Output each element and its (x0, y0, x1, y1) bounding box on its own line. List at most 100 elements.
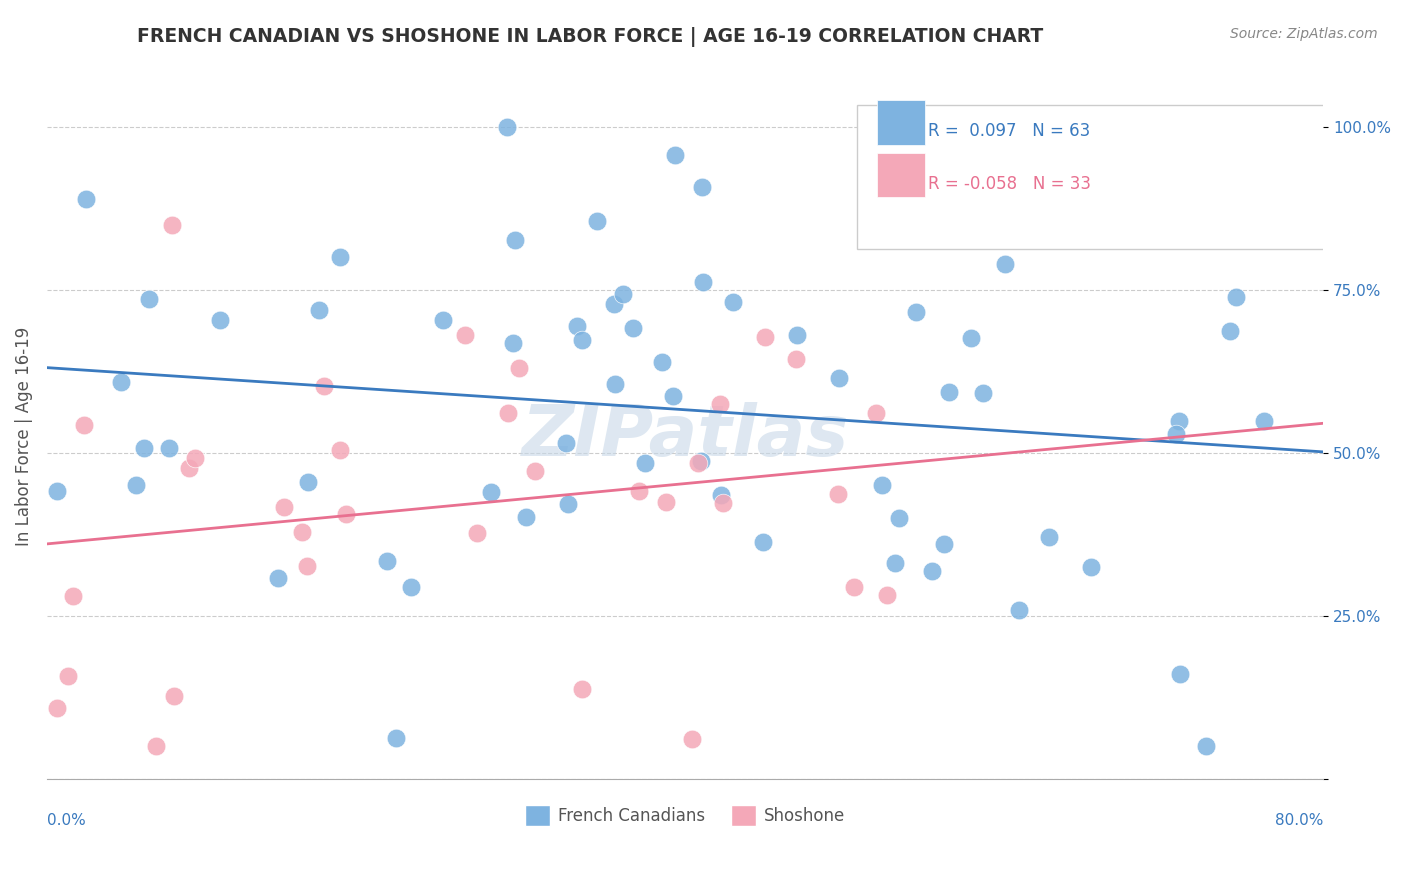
Point (921, 564, 943, 578)
Point (752, 534, 775, 549)
Point (132, 442, 155, 456)
Legend: French Canadians, Shoshone: French Canadians, Shoshone (519, 798, 852, 832)
Point (1219, 324, 1241, 338)
Point (827, 487, 849, 501)
Point (960, 331, 983, 345)
Point (453, 327, 475, 342)
Point (655, 494, 678, 508)
Point (314, 379, 336, 393)
FancyBboxPatch shape (858, 105, 1368, 249)
Point (994, 257, 1017, 271)
FancyBboxPatch shape (876, 153, 925, 197)
Text: R = -0.058   N = 33: R = -0.058 N = 33 (928, 176, 1091, 194)
Point (308, 302, 330, 317)
Point (1253, 413, 1275, 427)
Point (664, 147, 686, 161)
Point (904, 305, 927, 319)
Point (938, 385, 960, 400)
Point (515, 509, 537, 524)
Point (571, 333, 593, 347)
Point (329, 443, 352, 458)
Point (183, 450, 205, 465)
FancyBboxPatch shape (876, 100, 925, 145)
Point (508, 360, 530, 375)
Point (502, 336, 524, 351)
Text: FRENCH CANADIAN VS SHOSHONE IN LABOR FORCE | AGE 16-19 CORRELATION CHART: FRENCH CANADIAN VS SHOSHONE IN LABOR FOR… (138, 27, 1043, 46)
Point (690, 179, 713, 194)
Point (62, 589, 84, 603)
Point (110, 376, 132, 390)
Point (329, 251, 352, 265)
Point (45, 483, 67, 498)
Point (1225, 290, 1247, 304)
Point (690, 454, 713, 468)
Point (125, 477, 148, 491)
Point (934, 537, 956, 551)
Text: R =  0.097   N = 63: R = 0.097 N = 63 (928, 122, 1090, 140)
Text: Source: ZipAtlas.com: Source: ZipAtlas.com (1230, 27, 1378, 41)
Point (291, 524, 314, 539)
Y-axis label: In Labor Force | Age 16-19: In Labor Force | Age 16-19 (15, 327, 32, 547)
Point (56, 669, 79, 683)
Point (145, 739, 167, 754)
Point (1080, 560, 1102, 574)
Point (523, 464, 546, 478)
Point (208, 313, 231, 327)
Point (786, 327, 808, 342)
Point (45, 700, 67, 714)
Point (634, 456, 657, 470)
Point (496, 406, 519, 420)
Point (295, 559, 318, 574)
Point (1164, 426, 1187, 441)
Point (681, 731, 703, 746)
Point (432, 313, 454, 327)
Point (870, 478, 893, 492)
Point (505, 233, 527, 247)
Point (138, 292, 160, 306)
Point (603, 376, 626, 391)
Point (177, 460, 200, 475)
Point (627, 483, 650, 498)
Point (586, 213, 609, 227)
Point (785, 351, 807, 366)
Point (554, 436, 576, 450)
Point (711, 496, 734, 510)
Point (865, 406, 887, 420)
Point (297, 475, 319, 490)
Point (73, 417, 96, 432)
Point (565, 319, 588, 334)
Point (335, 508, 357, 522)
Point (688, 456, 710, 470)
Point (496, 120, 519, 135)
Point (75, 192, 97, 206)
Point (465, 526, 488, 541)
Point (828, 370, 851, 384)
Point (876, 589, 898, 603)
Point (267, 571, 290, 585)
Point (603, 297, 626, 311)
Point (162, 218, 184, 232)
Point (754, 330, 776, 344)
Point (1195, 739, 1218, 754)
Text: ZIPatlas: ZIPatlas (522, 402, 849, 471)
Point (972, 386, 994, 401)
Point (1168, 666, 1191, 681)
Point (557, 497, 579, 511)
Point (273, 500, 295, 514)
Point (621, 320, 644, 334)
Point (710, 488, 733, 502)
Point (571, 681, 593, 696)
Point (385, 731, 408, 746)
Point (842, 580, 865, 594)
Point (889, 511, 911, 525)
Point (1008, 602, 1031, 616)
Point (163, 689, 186, 703)
Point (375, 554, 398, 568)
Text: 80.0%: 80.0% (1275, 814, 1323, 828)
Point (662, 389, 685, 403)
Point (692, 275, 714, 289)
Point (856, 212, 879, 227)
Point (399, 580, 422, 594)
Point (1038, 530, 1060, 544)
Point (709, 397, 731, 411)
